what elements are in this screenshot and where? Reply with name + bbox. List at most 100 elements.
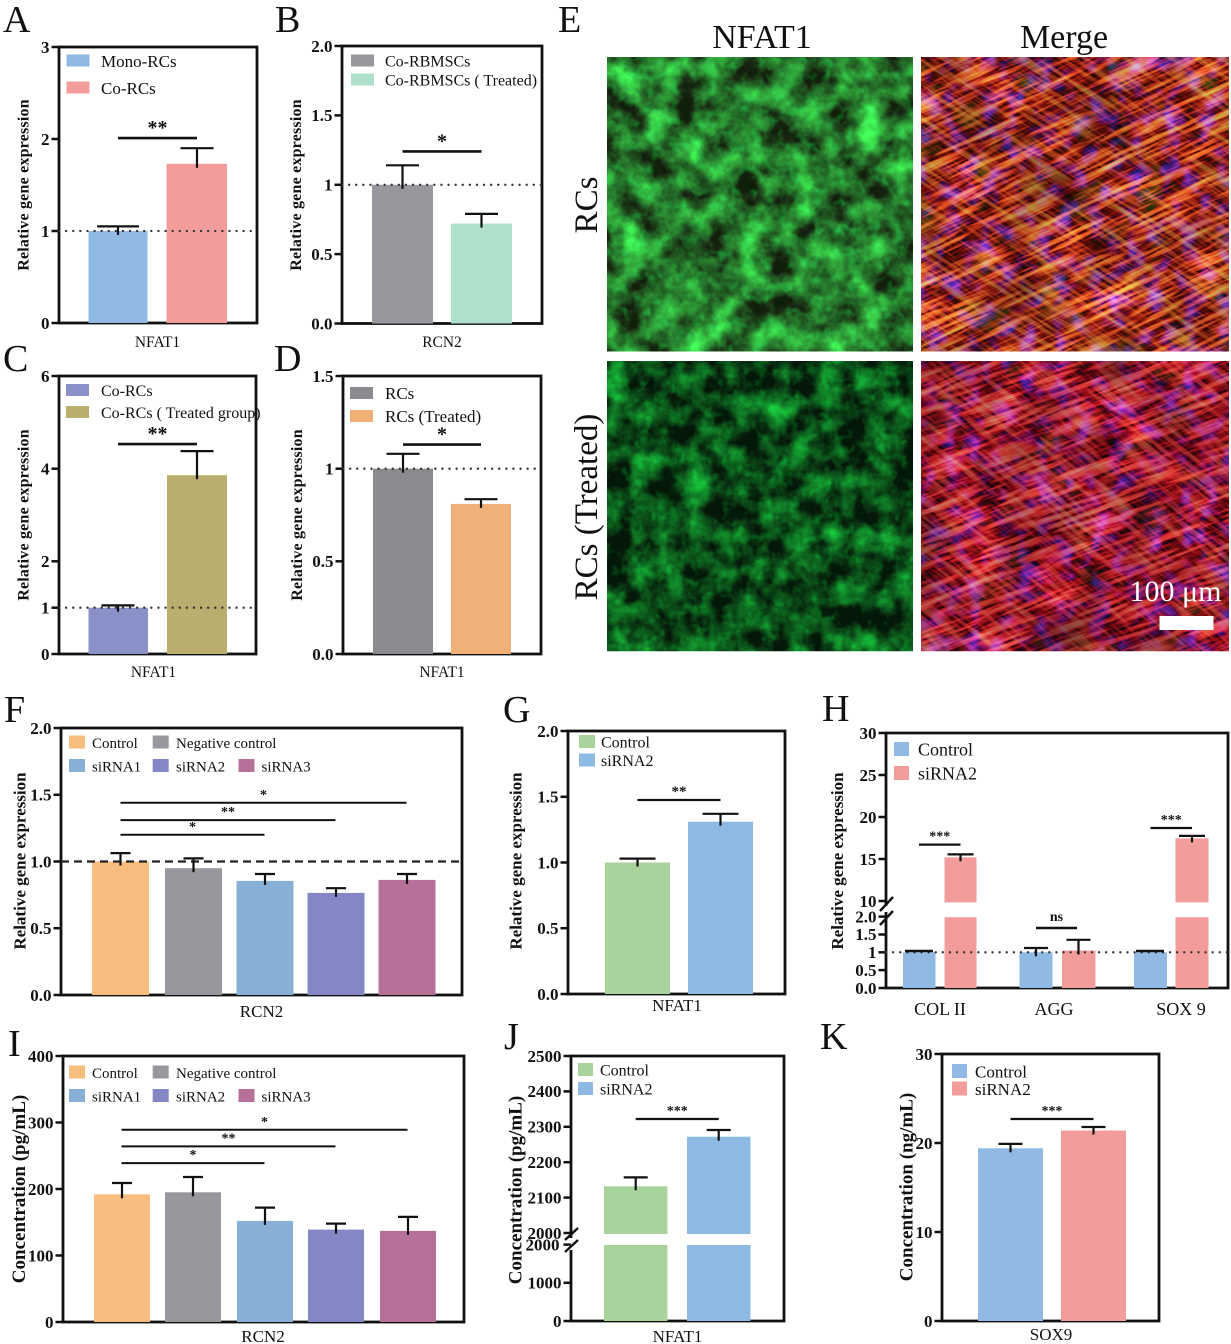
svg-text:B: B — [275, 0, 300, 41]
svg-text:Co-RCs: Co-RCs — [101, 79, 156, 98]
svg-text:NFAT1: NFAT1 — [652, 996, 702, 1015]
svg-text:Control: Control — [918, 740, 973, 760]
svg-text:SOX9: SOX9 — [1030, 1325, 1073, 1344]
svg-text:RCN2: RCN2 — [422, 334, 462, 351]
svg-text:J: J — [504, 1016, 519, 1058]
svg-text:1.5: 1.5 — [312, 367, 333, 386]
svg-text:Co-RCs ( Treated group): Co-RCs ( Treated group) — [101, 405, 261, 422]
svg-text:30: 30 — [860, 724, 877, 743]
svg-text:E: E — [558, 0, 581, 41]
svg-text:300: 300 — [28, 1113, 54, 1132]
svg-text:0: 0 — [45, 1313, 54, 1332]
svg-text:0.5: 0.5 — [311, 245, 332, 264]
svg-text:G: G — [503, 689, 530, 731]
svg-text:Co-RBMSCs: Co-RBMSCs — [385, 54, 470, 71]
svg-text:***: *** — [1161, 813, 1182, 828]
svg-text:2.0: 2.0 — [30, 719, 51, 738]
svg-text:Control: Control — [601, 735, 650, 752]
svg-text:NFAT1: NFAT1 — [131, 664, 176, 681]
svg-text:RCs: RCs — [569, 177, 605, 234]
svg-text:0: 0 — [41, 314, 50, 333]
svg-text:Control: Control — [92, 736, 138, 752]
svg-text:25: 25 — [860, 766, 877, 785]
svg-text:Relative gene expression: Relative gene expression — [507, 772, 526, 950]
svg-text:0.0: 0.0 — [537, 985, 558, 1004]
svg-text:1: 1 — [41, 598, 50, 617]
svg-text:**: ** — [221, 805, 235, 820]
svg-text:2.0: 2.0 — [311, 37, 332, 56]
svg-text:RCs: RCs — [385, 384, 414, 403]
svg-text:D: D — [274, 338, 301, 380]
svg-text:0.0: 0.0 — [312, 645, 333, 664]
svg-text:siRNA2: siRNA2 — [601, 753, 653, 770]
svg-text:***: *** — [929, 830, 950, 845]
svg-text:**: ** — [672, 784, 687, 800]
svg-text:200: 200 — [28, 1180, 54, 1199]
svg-text:Control: Control — [92, 1066, 138, 1082]
svg-text:1: 1 — [324, 176, 333, 195]
svg-text:0: 0 — [41, 645, 50, 664]
svg-text:1.0: 1.0 — [537, 853, 558, 872]
svg-text:*: * — [260, 788, 267, 803]
svg-text:**: ** — [148, 423, 168, 445]
svg-text:2.0: 2.0 — [855, 907, 876, 926]
svg-text:Merge: Merge — [1020, 19, 1108, 56]
svg-text:2300: 2300 — [528, 1118, 562, 1137]
svg-text:RCs (Treated): RCs (Treated) — [385, 407, 481, 426]
svg-text:1.0: 1.0 — [30, 852, 51, 871]
svg-text:1.5: 1.5 — [30, 786, 51, 805]
svg-text:H: H — [822, 688, 849, 730]
svg-text:SOX 9: SOX 9 — [1156, 999, 1206, 1019]
svg-text:K: K — [820, 1016, 848, 1058]
svg-text:***: *** — [1042, 1104, 1063, 1119]
svg-text:I: I — [8, 1023, 21, 1065]
svg-text:20: 20 — [860, 808, 877, 827]
svg-text:*: * — [261, 1115, 268, 1130]
svg-text:AGG: AGG — [1035, 999, 1074, 1019]
svg-text:0.5: 0.5 — [312, 552, 333, 571]
svg-text:2500: 2500 — [528, 1047, 562, 1066]
svg-text:siRNA3: siRNA3 — [262, 1090, 311, 1106]
svg-text:1: 1 — [325, 459, 334, 478]
svg-text:20: 20 — [916, 1134, 933, 1153]
svg-text:siRNA2: siRNA2 — [176, 1090, 225, 1106]
svg-text:Co-RBMSCs ( Treated): Co-RBMSCs ( Treated) — [385, 73, 537, 90]
svg-text:Control: Control — [600, 1063, 649, 1080]
svg-text:2.0: 2.0 — [537, 722, 558, 741]
svg-text:0.0: 0.0 — [855, 979, 876, 998]
svg-text:100: 100 — [28, 1246, 54, 1265]
svg-text:Relative gene expression: Relative gene expression — [288, 99, 305, 271]
svg-text:RCs (Treated): RCs (Treated) — [569, 414, 605, 601]
svg-text:*: * — [189, 820, 196, 835]
svg-text:0: 0 — [924, 1312, 933, 1331]
svg-text:siRNA1: siRNA1 — [92, 1090, 141, 1106]
svg-text:NFAT1: NFAT1 — [653, 1327, 703, 1344]
svg-text:siRNA2: siRNA2 — [918, 764, 977, 784]
svg-text:10: 10 — [916, 1223, 933, 1242]
svg-text:***: *** — [667, 1104, 688, 1119]
svg-text:1.5: 1.5 — [537, 788, 558, 807]
svg-text:1: 1 — [868, 943, 877, 962]
svg-text:*: * — [437, 130, 447, 152]
svg-text:4: 4 — [41, 459, 50, 478]
svg-text:0: 0 — [553, 1312, 562, 1331]
svg-text:siRNA3: siRNA3 — [262, 760, 311, 776]
svg-text:NFAT1: NFAT1 — [135, 334, 180, 351]
svg-text:Negative control: Negative control — [176, 736, 276, 752]
svg-text:Concentration (pg/mL): Concentration (pg/mL) — [506, 1096, 527, 1284]
svg-text:0.0: 0.0 — [311, 314, 332, 333]
svg-text:RCN2: RCN2 — [240, 1002, 283, 1021]
svg-text:*: * — [190, 1148, 197, 1163]
svg-text:3: 3 — [41, 38, 50, 57]
svg-text:1.5: 1.5 — [311, 106, 332, 125]
svg-text:RCN2: RCN2 — [241, 1327, 284, 1344]
svg-text:NFAT1: NFAT1 — [712, 19, 812, 56]
svg-text:Concentration (ng/mL): Concentration (ng/mL) — [897, 1093, 918, 1281]
svg-text:siRNA1: siRNA1 — [92, 760, 141, 776]
svg-text:0.5: 0.5 — [30, 919, 51, 938]
svg-text:Relative gene expression: Relative gene expression — [16, 429, 33, 601]
svg-text:6: 6 — [41, 367, 50, 386]
svg-text:siRNA2: siRNA2 — [600, 1082, 652, 1099]
svg-text:Control: Control — [975, 1063, 1027, 1082]
svg-text:siRNA2: siRNA2 — [176, 760, 225, 776]
